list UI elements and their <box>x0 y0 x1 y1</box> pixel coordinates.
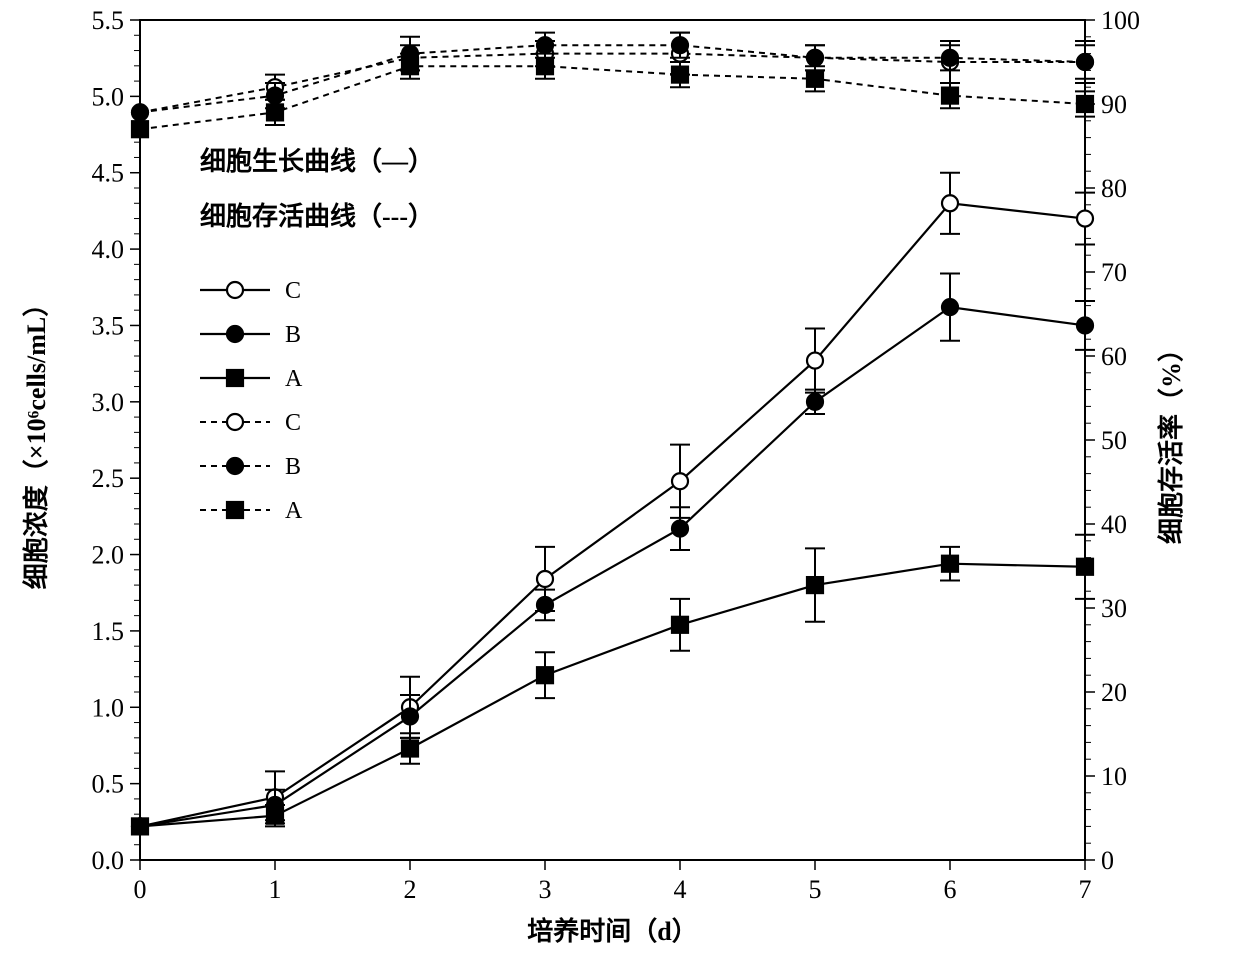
svg-text:3.0: 3.0 <box>92 388 125 417</box>
legend-item-5: A <box>200 498 303 524</box>
svg-text:培养时间（d）: 培养时间（d） <box>527 916 697 946</box>
svg-text:30: 30 <box>1101 594 1127 623</box>
svg-text:1: 1 <box>269 875 282 904</box>
svg-text:90: 90 <box>1101 90 1127 119</box>
svg-text:20: 20 <box>1101 678 1127 707</box>
svg-text:3: 3 <box>539 875 552 904</box>
svg-text:1.0: 1.0 <box>92 693 125 722</box>
svg-text:细胞浓度（×10⁶cells/mL）: 细胞浓度（×10⁶cells/mL） <box>21 291 51 589</box>
legend-title-viability: 细胞存活曲线（---） <box>200 201 434 231</box>
svg-text:细胞存活率（%）: 细胞存活率（%） <box>1156 336 1186 544</box>
svg-text:5.5: 5.5 <box>92 6 125 35</box>
svg-text:C: C <box>285 278 301 304</box>
svg-text:0: 0 <box>134 875 147 904</box>
svg-text:C: C <box>285 410 301 436</box>
legend-item-2: A <box>200 366 303 392</box>
svg-text:70: 70 <box>1101 258 1127 287</box>
series-C-growth <box>132 173 1095 835</box>
svg-text:2.0: 2.0 <box>92 541 125 570</box>
svg-text:60: 60 <box>1101 342 1127 371</box>
svg-text:10: 10 <box>1101 762 1127 791</box>
svg-text:0.0: 0.0 <box>92 846 125 875</box>
legend-item-1: B <box>200 322 301 348</box>
legend-item-0: C <box>200 278 301 304</box>
svg-text:6: 6 <box>944 875 957 904</box>
svg-text:4.5: 4.5 <box>92 159 125 188</box>
svg-text:50: 50 <box>1101 426 1127 455</box>
svg-text:2: 2 <box>404 875 417 904</box>
svg-text:0.5: 0.5 <box>92 770 125 799</box>
legend-item-3: C <box>200 410 301 436</box>
svg-text:0: 0 <box>1101 846 1114 875</box>
svg-text:5.0: 5.0 <box>92 82 125 111</box>
svg-text:7: 7 <box>1079 875 1092 904</box>
svg-text:A: A <box>285 366 303 392</box>
chart-container: 0 1 2 3 4 5 6 7 0.0 0.5 1.0 1.5 2.0 2.5 3.0 3.5 4.0 4.5 5.… <box>0 0 1240 960</box>
svg-text:B: B <box>285 454 301 480</box>
svg-text:40: 40 <box>1101 510 1127 539</box>
svg-text:4: 4 <box>674 875 687 904</box>
svg-text:1.5: 1.5 <box>92 617 125 646</box>
svg-text:B: B <box>285 322 301 348</box>
dual-axis-line-chart: 0 1 2 3 4 5 6 7 0.0 0.5 1.0 1.5 2.0 2.5 3.0 3.5 4.0 4.5 5.… <box>0 0 1240 960</box>
svg-text:3.5: 3.5 <box>92 311 125 340</box>
svg-text:A: A <box>285 498 303 524</box>
svg-text:5: 5 <box>809 875 822 904</box>
legend-title-growth: 细胞生长曲线（—） <box>200 146 434 176</box>
svg-text:4.0: 4.0 <box>92 235 125 264</box>
legend-item-4: B <box>200 454 301 480</box>
svg-text:2.5: 2.5 <box>92 464 125 493</box>
svg-text:100: 100 <box>1101 6 1140 35</box>
svg-text:80: 80 <box>1101 174 1127 203</box>
